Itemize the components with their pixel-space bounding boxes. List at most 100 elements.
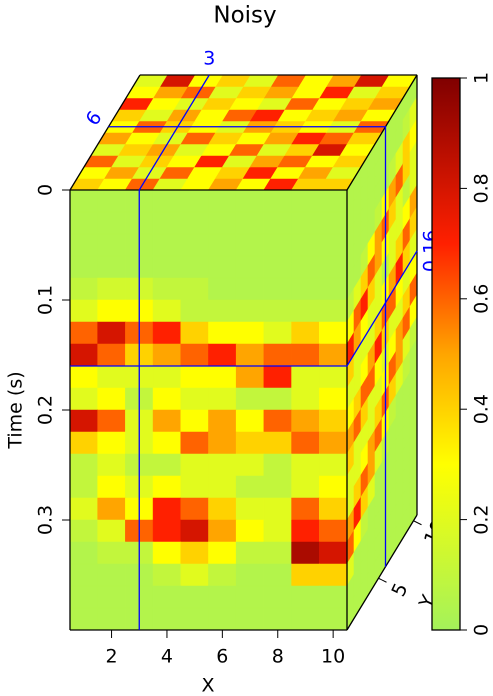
heat-cell xyxy=(208,387,237,411)
heat-cell xyxy=(263,299,292,323)
heat-cell xyxy=(208,607,237,631)
heat-cell xyxy=(318,541,348,565)
heat-cell xyxy=(318,255,348,279)
heat-cell xyxy=(318,453,348,477)
heat-cell xyxy=(97,387,126,411)
heat-cell xyxy=(291,475,320,499)
heat-cell xyxy=(318,189,348,213)
z-tick xyxy=(378,577,387,583)
slice-line xyxy=(70,250,418,367)
heat-cell xyxy=(180,453,209,477)
z-tick-label: 5 xyxy=(388,580,413,600)
heat-cell xyxy=(152,255,182,279)
heat-cell xyxy=(69,211,98,235)
colorbar-tick-label: 0.2 xyxy=(471,504,493,534)
heat-cell xyxy=(208,255,237,279)
heat-cell xyxy=(152,497,182,521)
heat-cell xyxy=(69,409,98,433)
heat-cell xyxy=(263,409,292,433)
heat-cell xyxy=(318,607,348,631)
heat-cell xyxy=(291,607,320,631)
heat-cell xyxy=(291,541,320,565)
heat-cell xyxy=(97,233,126,257)
heat-cell xyxy=(208,475,237,499)
y-tick-label: 0.2 xyxy=(35,395,57,425)
heat-cell xyxy=(97,541,126,565)
y-tick-label: 0.3 xyxy=(35,505,57,535)
heat-cell xyxy=(318,277,348,301)
heat-cell xyxy=(235,607,265,631)
heat-cell xyxy=(97,431,126,455)
colorbar-tick-label: 0.4 xyxy=(471,394,493,424)
heat-cell xyxy=(97,321,126,345)
colorbar xyxy=(431,77,461,631)
heat-cell xyxy=(291,563,320,587)
heat-cell xyxy=(291,189,320,213)
cube-edge xyxy=(69,74,141,191)
heat-cell xyxy=(97,563,126,587)
heat-cell xyxy=(69,233,98,257)
colorbar-tick-label: 0 xyxy=(471,624,493,636)
heat-cell xyxy=(97,453,126,477)
heat-cell xyxy=(69,343,98,367)
chart-title: Noisy xyxy=(213,3,276,29)
heat-cell xyxy=(263,277,292,301)
heat-cell xyxy=(97,409,126,433)
heat-cell xyxy=(180,541,209,565)
heat-cell xyxy=(180,233,209,257)
heat-cell xyxy=(180,585,209,609)
heat-cell xyxy=(97,211,126,235)
heat-cell xyxy=(152,365,182,389)
heat-cell xyxy=(180,211,209,235)
heat-cell xyxy=(69,585,98,609)
heat-cell xyxy=(152,233,182,257)
heat-cell xyxy=(97,475,126,499)
y-tick-label: 0.1 xyxy=(35,285,57,315)
heat-cell xyxy=(152,321,182,345)
heat-cell xyxy=(291,365,320,389)
heat-cell xyxy=(235,343,265,367)
heat-cell xyxy=(291,255,320,279)
heat-cell xyxy=(263,211,292,235)
heat-cell xyxy=(69,607,98,631)
heat-cell xyxy=(152,409,182,433)
heat-cell xyxy=(97,607,126,631)
heat-cell xyxy=(180,431,209,455)
heat-cell xyxy=(318,497,348,521)
heat-cell xyxy=(69,277,98,301)
heat-cell xyxy=(235,255,265,279)
heat-cell xyxy=(235,453,265,477)
heat-cell xyxy=(208,519,237,543)
heat-cell xyxy=(97,277,126,301)
x-tick-label: 8 xyxy=(272,646,284,668)
heat-cell xyxy=(152,607,182,631)
heat-cell xyxy=(180,343,209,367)
heat-cell xyxy=(235,409,265,433)
heat-cell xyxy=(318,343,348,367)
heat-cell xyxy=(208,211,237,235)
heat-cell xyxy=(180,519,209,543)
heat-cell xyxy=(152,475,182,499)
heat-cell xyxy=(180,563,209,587)
heat-cell xyxy=(69,365,98,389)
heat-cell xyxy=(97,255,126,279)
heat-cell xyxy=(208,409,237,433)
heat-cell xyxy=(97,365,126,389)
heat-cell xyxy=(318,585,348,609)
heat-cell xyxy=(235,321,265,345)
heat-cell xyxy=(69,453,98,477)
heat-cell xyxy=(263,453,292,477)
heat-cell xyxy=(291,277,320,301)
colorbar-tick-label: 0.6 xyxy=(471,284,493,314)
heat-cell xyxy=(180,189,209,213)
heat-cell xyxy=(208,277,237,301)
heat-cell xyxy=(152,453,182,477)
slice-label: 6 xyxy=(82,107,107,130)
heat-cell xyxy=(69,519,98,543)
heat-cell xyxy=(69,299,98,323)
heat-cell xyxy=(208,453,237,477)
heat-cell xyxy=(97,189,126,213)
heat-cell xyxy=(152,299,182,323)
heat-cell xyxy=(263,541,292,565)
